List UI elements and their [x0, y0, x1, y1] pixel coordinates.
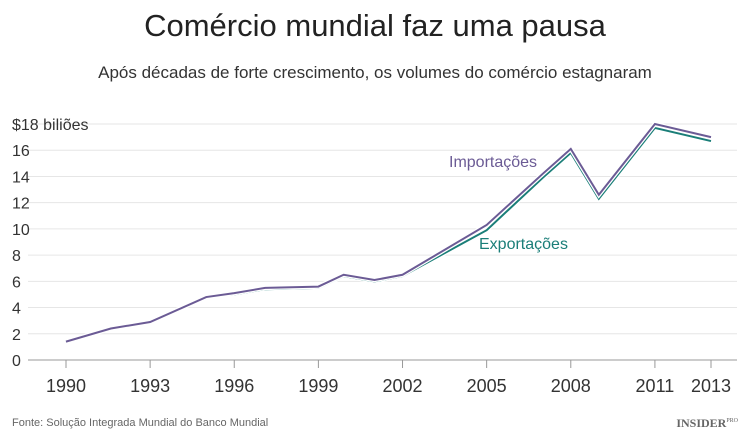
- x-tick-label: 2005: [467, 376, 507, 396]
- x-tick-label: 2008: [551, 376, 591, 396]
- y-tick-label: 16: [12, 143, 30, 160]
- y-tick-label: 6: [12, 274, 21, 291]
- x-tick-label: 1993: [130, 376, 170, 396]
- logo-text: INSIDER: [676, 416, 727, 430]
- series-line-exportacoes: [65, 126, 712, 343]
- y-tick-label: 12: [12, 196, 30, 213]
- logo-sup: PRO: [726, 418, 738, 424]
- line-chart: 0 2 4 6 8 10 12 14 16 $18 biliões 1990 1993 1996 1999…: [12, 117, 737, 396]
- x-tick-label: 1999: [298, 376, 338, 396]
- x-tick-label: 1990: [46, 376, 86, 396]
- y-tick-label: 0: [12, 353, 21, 370]
- y-tick-label: 8: [12, 248, 21, 265]
- series-halo: [65, 121, 712, 344]
- x-tick-label: 2002: [382, 376, 422, 396]
- chart-subtitle: Após décadas de forte crescimento, os vo…: [98, 63, 652, 82]
- x-tick-label: 1996: [214, 376, 254, 396]
- series-halo: [65, 125, 712, 344]
- y-tick-label: 10: [12, 222, 30, 239]
- y-tick-label: $18 biliões: [12, 117, 89, 134]
- y-tick-label: 2: [12, 327, 21, 344]
- source-note: Fonte: Solução Integrada Mundial do Banc…: [12, 417, 269, 429]
- y-tick-label: 4: [12, 301, 21, 318]
- chart-title: Comércio mundial faz uma pausa: [144, 8, 606, 43]
- x-tick-label: 2011: [636, 376, 675, 396]
- series-label-exportacoes: Exportações: [479, 236, 568, 253]
- series-line-importacoes: [65, 122, 712, 343]
- x-tick-label: 2013: [691, 376, 731, 396]
- insider-pro-logo: INSIDERPRO: [676, 416, 738, 431]
- y-tick-label: 14: [12, 169, 30, 186]
- series-label-importacoes: Importações: [449, 154, 537, 171]
